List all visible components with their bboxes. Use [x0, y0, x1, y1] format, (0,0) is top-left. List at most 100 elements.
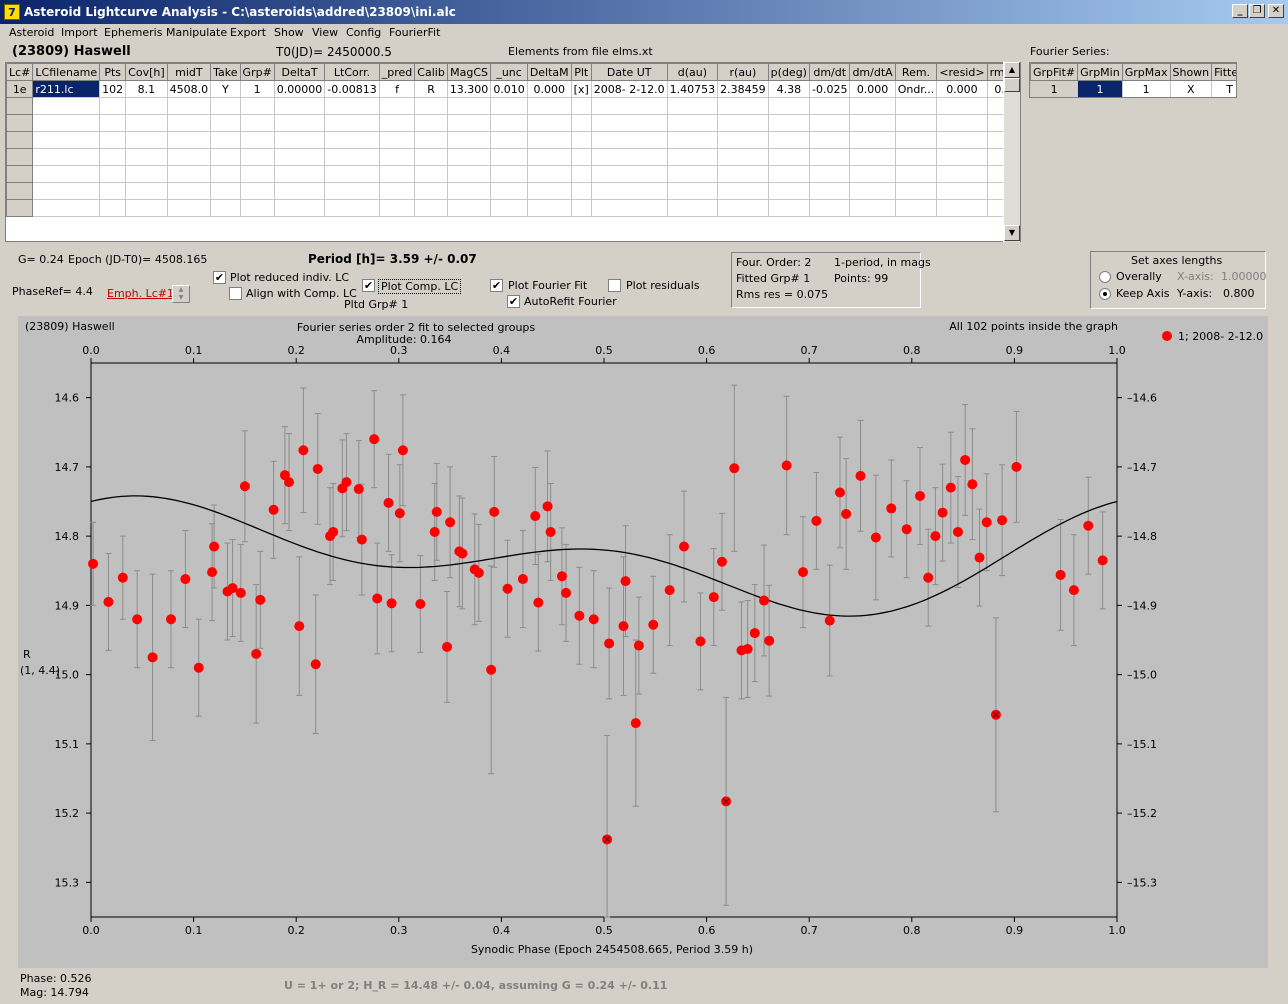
col-header[interactable]: <resid>: [936, 63, 988, 81]
table-cell[interactable]: [99, 199, 127, 217]
table-cell[interactable]: 2.38459: [717, 80, 769, 98]
table-cell[interactable]: [894, 131, 938, 149]
table-cell[interactable]: [894, 114, 938, 132]
table-cell[interactable]: [166, 114, 212, 132]
table-cell[interactable]: [936, 199, 988, 217]
spin-down-icon[interactable]: ▼: [178, 294, 184, 301]
menu-export[interactable]: Export: [230, 26, 267, 39]
table-cell[interactable]: [239, 148, 275, 166]
table-cell[interactable]: [526, 97, 572, 115]
scroll-thumb[interactable]: [1004, 78, 1020, 92]
table-cell[interactable]: [894, 182, 938, 200]
table-cell[interactable]: [490, 165, 528, 183]
table-cell[interactable]: [324, 131, 380, 149]
table-cell[interactable]: [849, 131, 896, 149]
table-cell[interactable]: [894, 199, 938, 217]
col-header[interactable]: Cov[h]: [125, 63, 168, 81]
table-cell[interactable]: [239, 114, 275, 132]
table-cell[interactable]: [936, 182, 988, 200]
menu-show[interactable]: Show: [274, 26, 304, 39]
table-cell[interactable]: [717, 182, 769, 200]
table-cell[interactable]: [590, 114, 668, 132]
table-cell[interactable]: [849, 165, 896, 183]
table-cell[interactable]: R: [414, 80, 448, 98]
table-cell[interactable]: [666, 131, 719, 149]
table-cell[interactable]: [894, 97, 938, 115]
table-cell[interactable]: [166, 131, 212, 149]
col-header[interactable]: Take: [210, 63, 241, 81]
plot-svg[interactable]: (23809) Haswell Fourier series order 2 f…: [18, 316, 1268, 968]
row-header[interactable]: [6, 199, 34, 217]
table-cell[interactable]: [590, 182, 668, 200]
table-cell[interactable]: [666, 114, 719, 132]
table-cell[interactable]: 4.38: [767, 80, 810, 98]
x-axis-value[interactable]: 1.00000: [1221, 270, 1267, 283]
table-cell[interactable]: [767, 148, 810, 166]
table-cell[interactable]: [446, 114, 492, 132]
table-row[interactable]: 1e r211.lc 102 8.1 4508.0 Y 1 0.00000 -0.00813 f R…: [6, 80, 1020, 98]
table-cell[interactable]: [570, 182, 592, 200]
row-header[interactable]: [6, 114, 34, 132]
table-cell[interactable]: f: [378, 80, 416, 98]
emph-spinner[interactable]: ▲ ▼: [172, 285, 190, 303]
table-cell[interactable]: [666, 97, 719, 115]
table-cell[interactable]: [125, 131, 168, 149]
table-cell[interactable]: [324, 199, 380, 217]
table-cell[interactable]: [446, 182, 492, 200]
table-cell[interactable]: [378, 148, 416, 166]
col-header[interactable]: Grp#: [239, 63, 275, 81]
table-cell[interactable]: [526, 148, 572, 166]
col-header[interactable]: LCfilename: [32, 63, 101, 81]
table-cell[interactable]: [210, 114, 241, 132]
table-cell[interactable]: 0.000: [936, 80, 988, 98]
table-cell[interactable]: 8.1: [125, 80, 168, 98]
table-cell[interactable]: [99, 182, 127, 200]
table-cell[interactable]: [414, 131, 448, 149]
row-header[interactable]: [6, 148, 34, 166]
table-cell[interactable]: [808, 182, 851, 200]
table-cell[interactable]: [378, 182, 416, 200]
table-cell[interactable]: [767, 97, 810, 115]
table-cell[interactable]: [210, 199, 241, 217]
col-header[interactable]: Calib: [414, 63, 448, 81]
app-icon[interactable]: 7: [4, 4, 20, 20]
table-cell[interactable]: [99, 114, 127, 132]
table-cell[interactable]: [767, 165, 810, 183]
col-header[interactable]: Plt: [570, 63, 592, 81]
table-cell[interactable]: [414, 165, 448, 183]
table-cell[interactable]: [414, 182, 448, 200]
table-cell[interactable]: [570, 114, 592, 132]
col-header[interactable]: DeltaT: [273, 63, 326, 81]
table-cell[interactable]: [x]: [570, 80, 592, 98]
table-cell[interactable]: 0.000: [849, 80, 896, 98]
table-cell[interactable]: [273, 131, 326, 149]
col-header[interactable]: _unc: [490, 63, 528, 81]
table-cell[interactable]: [767, 182, 810, 200]
table-cell[interactable]: [239, 165, 275, 183]
table-cell[interactable]: [446, 199, 492, 217]
table-cell[interactable]: 0.000: [526, 80, 572, 98]
table-cell[interactable]: [717, 148, 769, 166]
table-cell[interactable]: -0.025: [808, 80, 851, 98]
table-cell[interactable]: [125, 199, 168, 217]
table-cell[interactable]: [490, 148, 528, 166]
table-cell[interactable]: [99, 97, 127, 115]
table-cell[interactable]: [446, 131, 492, 149]
table-cell[interactable]: [166, 182, 212, 200]
menu-manipulate[interactable]: Manipulate: [166, 26, 228, 39]
table-cell[interactable]: [936, 131, 988, 149]
col-header[interactable]: _pred: [378, 63, 416, 81]
table-cell[interactable]: [808, 114, 851, 132]
table-cell[interactable]: [570, 199, 592, 217]
table-cell[interactable]: [99, 165, 127, 183]
table-cell[interactable]: [526, 182, 572, 200]
grid-scrollbar[interactable]: ▲ ▼: [1003, 62, 1020, 242]
table-cell[interactable]: [324, 182, 380, 200]
fourier-cell[interactable]: X: [1169, 80, 1213, 97]
col-header[interactable]: d(au): [666, 63, 719, 81]
table-cell[interactable]: [125, 165, 168, 183]
col-header[interactable]: LtCorr.: [324, 63, 380, 81]
table-cell[interactable]: [378, 97, 416, 115]
col-header[interactable]: Rem.: [894, 63, 938, 81]
table-cell[interactable]: [273, 148, 326, 166]
